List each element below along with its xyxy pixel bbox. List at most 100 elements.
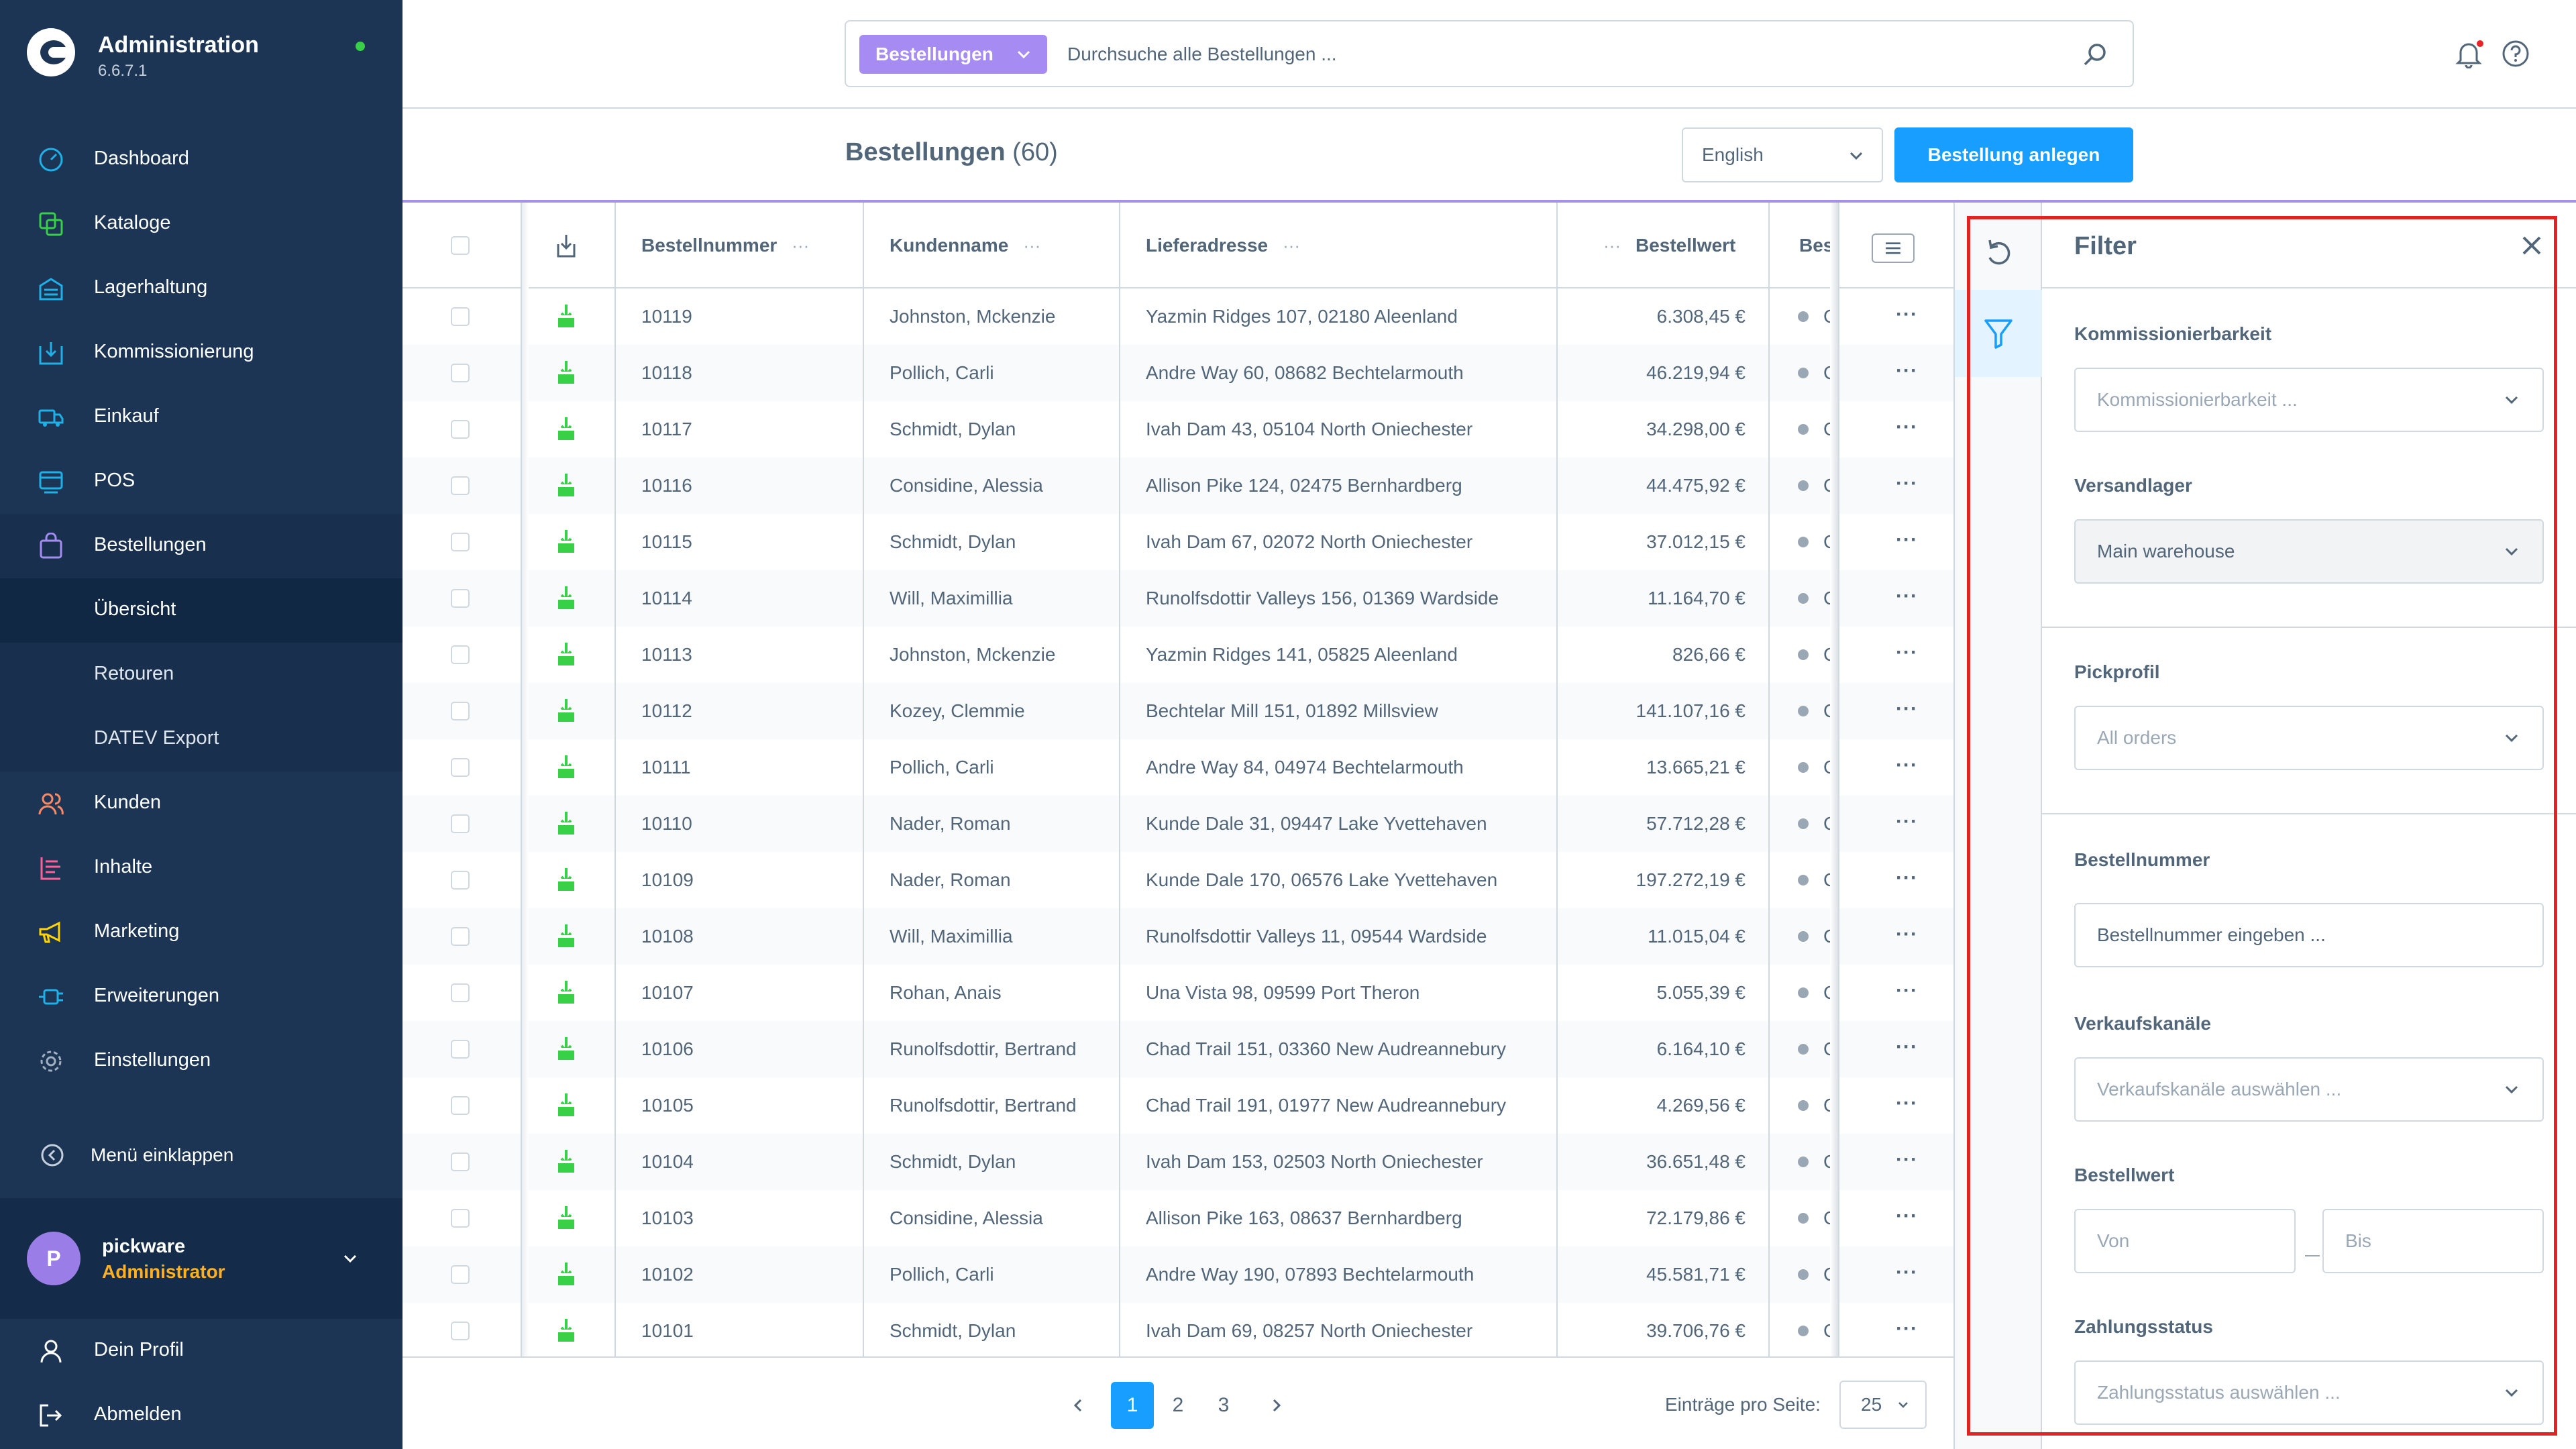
cell-bestellnummer[interactable]: 10109 [641, 869, 694, 890]
row-actions-button[interactable]: ··· [1896, 360, 1918, 382]
cell-bestellnummer[interactable]: 10112 [641, 700, 692, 721]
table-row[interactable]: 10105 Runolfsdottir, Bertrand Chad Trail 1… [402, 1077, 1953, 1134]
cell-bestellnummer[interactable]: 10107 [641, 982, 694, 1003]
cell-bestellnummer[interactable]: 10111 [641, 757, 691, 777]
cell-bestellnummer[interactable]: 10101 [641, 1320, 694, 1341]
notification-bell-icon[interactable] [2454, 39, 2483, 68]
row-checkbox[interactable] [451, 871, 470, 890]
table-row[interactable]: 10103 Considine, Alessia Allison Pike 163,… [402, 1190, 1953, 1246]
search-input[interactable] [1067, 35, 2060, 74]
row-checkbox[interactable] [451, 1322, 470, 1340]
row-actions-button[interactable]: ··· [1896, 1318, 1918, 1340]
select-all-checkbox[interactable] [451, 236, 470, 255]
cell-bestellnummer[interactable]: 10116 [641, 475, 692, 496]
sidebar-item-einstellungen[interactable]: Einstellungen [0, 1029, 402, 1093]
cell-bestellnummer[interactable]: 10114 [641, 588, 692, 608]
table-row[interactable]: 10118 Pollich, Carli Andre Way 60, 08682 B… [402, 345, 1953, 401]
table-row[interactable]: 10113 Johnston, Mckenzie Yazmin Ridges 141… [402, 627, 1953, 683]
row-checkbox[interactable] [451, 533, 470, 551]
pickability-header-icon[interactable] [554, 232, 578, 259]
row-checkbox[interactable] [451, 758, 470, 777]
sidebar-item-profil[interactable]: Dein Profil [0, 1319, 402, 1383]
table-row[interactable]: 10112 Kozey, Clemmie Bechtelar Mill 151, 0… [402, 683, 1953, 739]
cell-bestellnummer[interactable]: 10106 [641, 1038, 694, 1059]
table-row[interactable]: 10108 Will, Maximillia Runolfsdottir Valle… [402, 908, 1953, 965]
chevron-left-icon[interactable] [1068, 1394, 1088, 1417]
row-checkbox[interactable] [451, 1265, 470, 1284]
table-row[interactable]: 10119 Johnston, Mckenzie Yazmin Ridges 107… [402, 288, 1953, 345]
sidebar-item-kommissionierung[interactable]: Kommissionierung [0, 321, 402, 385]
sidebar-item-lagerhaltung[interactable]: Lagerhaltung [0, 256, 402, 321]
row-actions-button[interactable]: ··· [1896, 585, 1918, 607]
table-row[interactable]: 10104 Schmidt, Dylan Ivah Dam 153, 02503 N… [402, 1134, 1953, 1190]
verkaufskanaele-select[interactable]: Verkaufskanäle auswählen ... [2074, 1057, 2544, 1122]
cell-bestellnummer[interactable]: 10103 [641, 1208, 694, 1228]
column-header-bestellwert[interactable]: ··· Bestellwert [1603, 203, 1735, 288]
row-checkbox[interactable] [451, 983, 470, 1002]
bestellwert-von-input[interactable] [2074, 1209, 2296, 1273]
cell-bestellnummer[interactable]: 10104 [641, 1151, 694, 1172]
row-actions-button[interactable]: ··· [1896, 698, 1918, 720]
row-actions-button[interactable]: ··· [1896, 754, 1918, 776]
row-checkbox[interactable] [451, 364, 470, 382]
chevron-right-icon[interactable] [1267, 1394, 1287, 1417]
row-actions-button[interactable]: ··· [1896, 1261, 1918, 1283]
help-icon[interactable] [2501, 39, 2530, 68]
column-menu-dots[interactable]: ··· [1023, 235, 1041, 256]
sidebar-subitem-uebersicht[interactable]: Übersicht [0, 578, 402, 643]
reset-icon[interactable] [1974, 228, 2025, 279]
column-header-status[interactable]: Best [1799, 203, 1834, 288]
table-row[interactable]: 10115 Schmidt, Dylan Ivah Dam 67, 02072 No… [402, 514, 1953, 570]
cell-bestellnummer[interactable]: 10102 [641, 1264, 694, 1285]
row-checkbox[interactable] [451, 420, 470, 439]
row-actions-button[interactable]: ··· [1896, 641, 1918, 663]
chevron-down-icon[interactable] [341, 1249, 360, 1268]
row-actions-button[interactable]: ··· [1896, 867, 1918, 889]
table-row[interactable]: 10117 Schmidt, Dylan Ivah Dam 43, 05104 No… [402, 401, 1953, 458]
row-actions-button[interactable]: ··· [1896, 472, 1918, 494]
collapse-menu-button[interactable]: Menü einklappen [0, 1124, 402, 1185]
row-checkbox[interactable] [451, 1152, 470, 1171]
row-checkbox[interactable] [451, 1209, 470, 1228]
sidebar-item-kunden[interactable]: Kunden [0, 771, 402, 836]
page-button-3[interactable]: 3 [1218, 1394, 1230, 1416]
pickprofil-select[interactable]: All orders [2074, 706, 2544, 770]
table-row[interactable]: 10106 Runolfsdottir, Bertrand Chad Trail 1… [402, 1021, 1953, 1077]
cell-bestellnummer[interactable]: 10110 [641, 813, 692, 834]
filter-tool-button[interactable] [1955, 290, 2043, 377]
sidebar-item-erweiterungen[interactable]: Erweiterungen [0, 965, 402, 1029]
row-actions-button[interactable]: ··· [1896, 1092, 1918, 1114]
close-icon[interactable] [2520, 233, 2544, 258]
bestellnummer-input[interactable] [2074, 903, 2544, 967]
row-checkbox[interactable] [451, 589, 470, 608]
bestellwert-bis-input[interactable] [2322, 1209, 2544, 1273]
table-row[interactable]: 10114 Will, Maximillia Runolfsdottir Valle… [402, 570, 1953, 627]
table-row[interactable]: 10102 Pollich, Carli Andre Way 190, 07893 … [402, 1246, 1953, 1303]
table-row[interactable]: 10111 Pollich, Carli Andre Way 84, 04974 B… [402, 739, 1953, 796]
cell-bestellnummer[interactable]: 10119 [641, 306, 692, 327]
column-header-bestellnummer[interactable]: Bestellnummer ··· [641, 203, 809, 288]
row-actions-button[interactable]: ··· [1896, 529, 1918, 551]
table-row[interactable]: 10101 Schmidt, Dylan Ivah Dam 69, 08257 No… [402, 1303, 1953, 1356]
row-actions-button[interactable]: ··· [1896, 303, 1918, 325]
zahlungsstatus-select[interactable]: Zahlungsstatus auswählen ... [2074, 1360, 2544, 1425]
column-menu-dots[interactable]: ··· [1603, 235, 1621, 256]
shopware-logo-icon[interactable] [27, 28, 75, 76]
column-header-lieferadresse[interactable]: Lieferadresse ··· [1146, 203, 1300, 288]
sidebar-item-inhalte[interactable]: Inhalte [0, 836, 402, 900]
row-actions-button[interactable]: ··· [1896, 810, 1918, 833]
row-checkbox[interactable] [451, 1096, 470, 1115]
cell-bestellnummer[interactable]: 10113 [641, 644, 692, 665]
versandlager-select[interactable]: Main warehouse [2074, 519, 2544, 584]
cell-bestellnummer[interactable]: 10118 [641, 362, 692, 383]
table-row[interactable]: 10116 Considine, Alessia Allison Pike 124,… [402, 458, 1953, 514]
row-checkbox[interactable] [451, 1040, 470, 1059]
column-header-kundenname[interactable]: Kundenname ··· [890, 203, 1040, 288]
row-actions-button[interactable]: ··· [1896, 416, 1918, 438]
kommissionierbarkeit-select[interactable]: Kommissionierbarkeit ... [2074, 368, 2544, 432]
page-button-2[interactable]: 2 [1172, 1394, 1184, 1416]
search-icon[interactable] [2082, 42, 2108, 68]
cell-bestellnummer[interactable]: 10117 [641, 419, 692, 439]
sidebar-item-kataloge[interactable]: Kataloge [0, 192, 402, 256]
column-settings-icon[interactable] [1872, 233, 1915, 263]
